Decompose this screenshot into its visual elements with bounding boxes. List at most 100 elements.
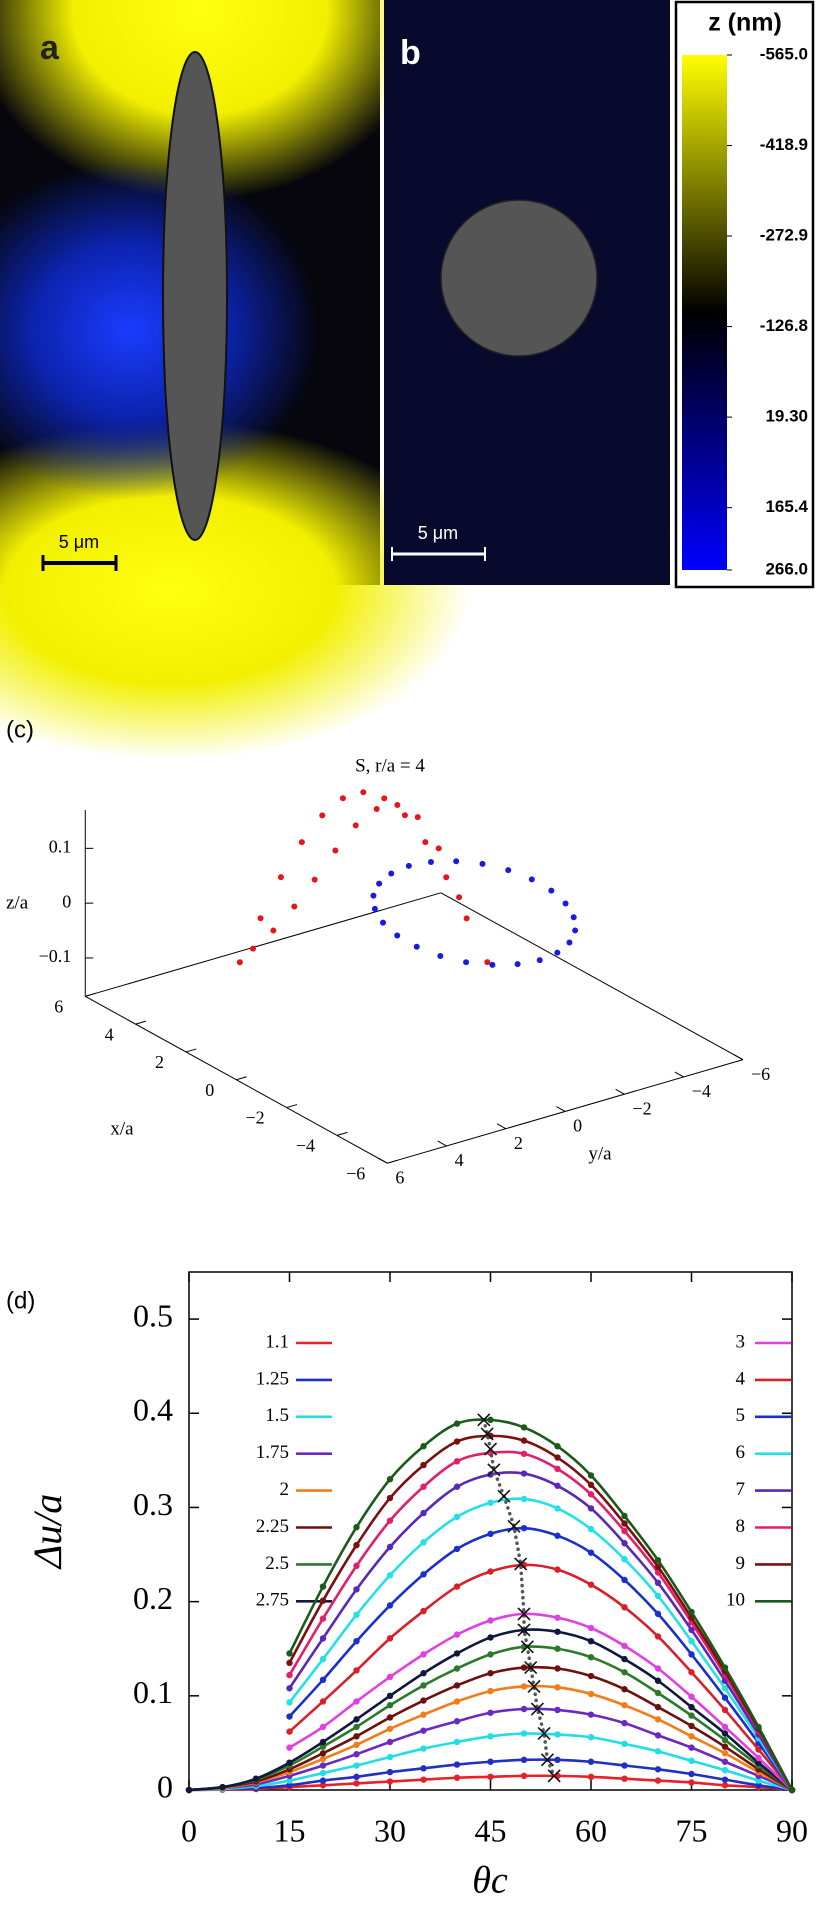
- point: [353, 1716, 360, 1723]
- panel-label: (c): [6, 716, 34, 743]
- point: [386, 1692, 394, 1700]
- panel-label: (d): [6, 1287, 35, 1314]
- point: [654, 1766, 662, 1773]
- peak-marker: [524, 1660, 538, 1675]
- point: [566, 939, 573, 946]
- x-tick: [387, 1159, 398, 1164]
- point: [721, 1776, 729, 1783]
- point: [386, 1753, 394, 1761]
- point: [353, 1667, 360, 1674]
- panel-label: a: [40, 29, 60, 67]
- point: [386, 1673, 394, 1681]
- point: [453, 1420, 461, 1427]
- z-tick-label: −0.1: [39, 946, 72, 966]
- point: [520, 1470, 528, 1477]
- peak-marker: [517, 1607, 531, 1621]
- point: [721, 1730, 729, 1737]
- point: [453, 1665, 461, 1672]
- point: [319, 1743, 327, 1750]
- point: [554, 1684, 561, 1691]
- point: [487, 1670, 494, 1677]
- point: [386, 1768, 394, 1776]
- point: [453, 1583, 461, 1590]
- point: [654, 1677, 662, 1684]
- point: [520, 1450, 528, 1457]
- point: [554, 1443, 561, 1450]
- colorbar-tick-label: 19.30: [765, 407, 808, 426]
- x-tick-label: −6: [346, 1163, 365, 1183]
- legend-label: 9: [736, 1553, 746, 1574]
- point: [654, 1689, 662, 1697]
- point: [353, 1773, 360, 1781]
- point: [755, 1782, 762, 1789]
- point: [386, 1476, 394, 1483]
- point: [386, 1738, 394, 1746]
- point: [621, 1556, 628, 1563]
- colorbar-tick-label: -126.8: [760, 316, 808, 335]
- x-tick-label: 2: [155, 1052, 164, 1072]
- x-tick: [236, 1076, 247, 1081]
- point: [319, 1723, 327, 1731]
- series-line: [288, 1434, 794, 1791]
- point: [554, 1756, 561, 1764]
- legend-label: 8: [736, 1516, 746, 1537]
- legend-label: 2: [280, 1479, 290, 1500]
- point: [413, 943, 420, 950]
- y-tick-label: 0.5: [133, 1297, 173, 1333]
- point: [286, 1777, 293, 1784]
- point: [319, 1769, 327, 1777]
- point: [554, 1731, 561, 1738]
- point: [721, 1782, 729, 1789]
- point: [528, 876, 535, 883]
- y-tick: [437, 1140, 447, 1147]
- point: [353, 1637, 360, 1645]
- point: [688, 1608, 695, 1616]
- point: [453, 1698, 461, 1705]
- point: [420, 1651, 427, 1658]
- point: [319, 1676, 327, 1684]
- point: [453, 1458, 461, 1465]
- point: [371, 905, 378, 912]
- point: [587, 1491, 595, 1498]
- point: [654, 1732, 662, 1739]
- point: [319, 1755, 327, 1763]
- series-line: [288, 1526, 794, 1791]
- point: [286, 1782, 293, 1789]
- point: [520, 1664, 528, 1671]
- peak-marker: [527, 1679, 541, 1693]
- y-tick: [615, 1088, 625, 1095]
- x-tick-label: −2: [245, 1108, 264, 1128]
- point: [252, 1775, 260, 1782]
- point: [386, 1714, 394, 1721]
- point: [621, 1655, 628, 1663]
- y-tick-label: −6: [751, 1064, 770, 1084]
- blue-region: [0, 160, 320, 500]
- point: [453, 1631, 461, 1638]
- colorbar-tick-label: 165.4: [765, 497, 808, 516]
- point: [548, 887, 555, 894]
- point: [688, 1757, 695, 1765]
- y-axis-label: Δu/a: [25, 1494, 70, 1571]
- point: [621, 1775, 628, 1782]
- chart-title: S, r/a = 4: [355, 755, 425, 776]
- legend-label: 5: [736, 1405, 746, 1426]
- point: [487, 1471, 494, 1478]
- point: [554, 1454, 561, 1461]
- point: [587, 1624, 595, 1632]
- point: [353, 1541, 360, 1549]
- point: [453, 1513, 461, 1521]
- point: [487, 1651, 494, 1658]
- point: [554, 1482, 561, 1489]
- point: [386, 1635, 394, 1642]
- point: [484, 959, 491, 966]
- y-tick-label: 2: [514, 1133, 523, 1153]
- point: [353, 1762, 360, 1769]
- point: [587, 1525, 595, 1533]
- point: [453, 858, 460, 865]
- point: [386, 1494, 394, 1502]
- point: [319, 1615, 327, 1622]
- point: [420, 1682, 427, 1689]
- point: [520, 1437, 528, 1444]
- point: [520, 1683, 528, 1690]
- point: [621, 1604, 628, 1611]
